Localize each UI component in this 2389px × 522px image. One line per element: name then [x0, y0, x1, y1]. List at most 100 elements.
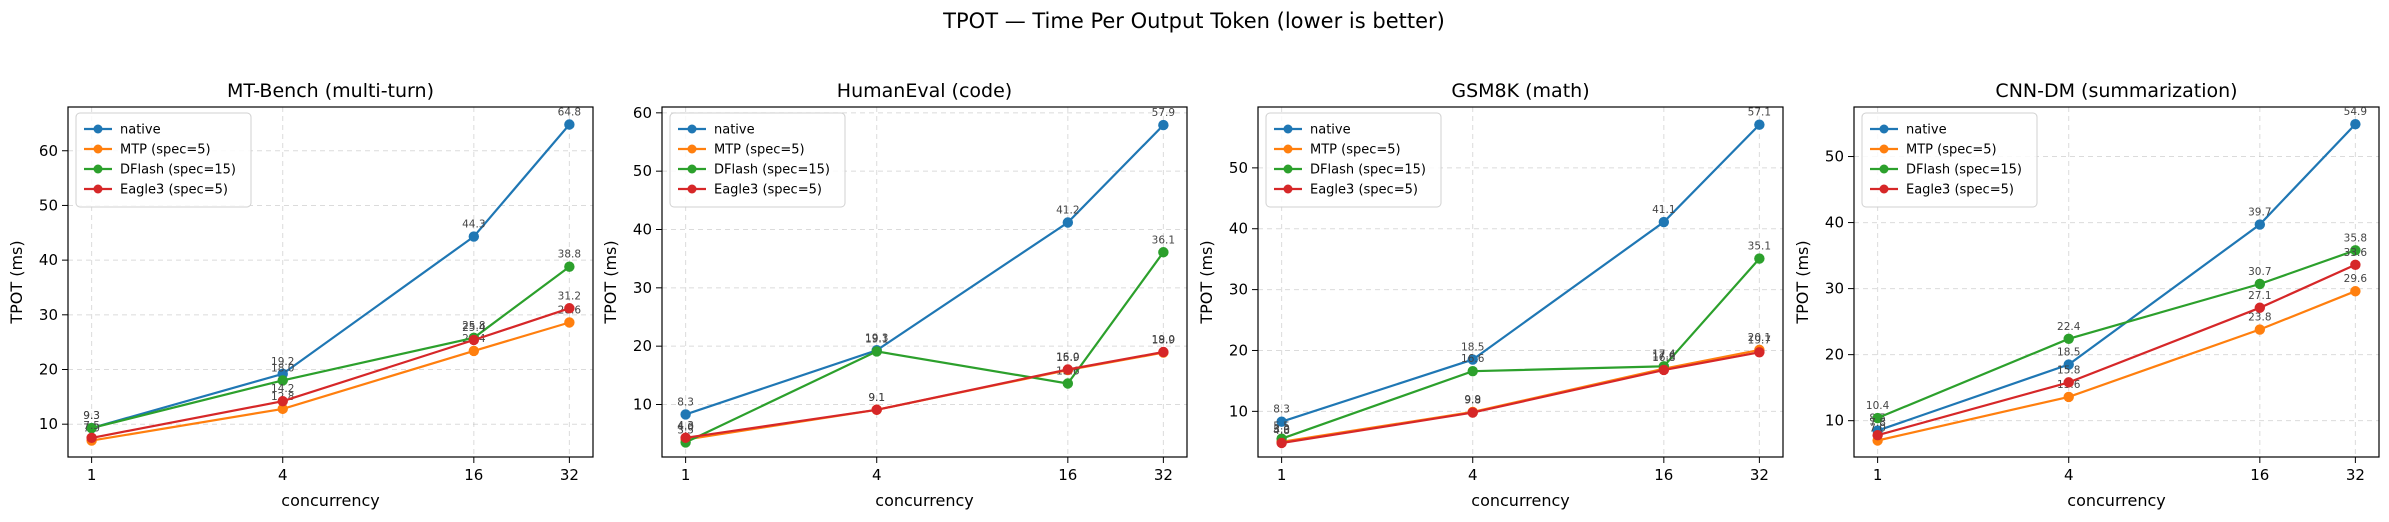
data-point: [86, 422, 97, 434]
x-axis-label: concurrency: [875, 491, 973, 510]
data-point: [468, 334, 480, 346]
data-label: 7.0: [1869, 422, 1886, 434]
legend-swatch-marker: [1879, 124, 1889, 134]
data-point: [2254, 278, 2266, 290]
series-line: [1877, 123, 2357, 432]
series-native: 8.518.539.754.9: [1869, 106, 2367, 436]
series-mtp: 5.09.917.020.1: [1273, 332, 1771, 447]
series-mtp: 7.013.623.829.6: [1869, 273, 2367, 446]
series-line: [685, 350, 1164, 439]
x-axis-label: concurrency: [1471, 491, 1569, 510]
legend: native MTP (spec=5) DFlash (spec=15) Eagle3…: [1265, 112, 1442, 208]
data-label: 54.9: [2344, 106, 2367, 118]
data-label: 33.6: [2344, 247, 2368, 259]
chart-title: GSM8K (math): [1451, 80, 1589, 102]
data-label: 23.8: [2248, 312, 2271, 324]
legend-swatch-marker: [687, 124, 697, 134]
legend-box: [1265, 112, 1442, 208]
series-line: [685, 251, 1165, 444]
data-point: [86, 432, 97, 444]
data-point: [2063, 391, 2074, 403]
plot-frame: [661, 106, 1188, 458]
legend-label: MTP (spec=5): [120, 143, 211, 158]
data-label: 57.1: [1748, 107, 1771, 119]
data-point: [1754, 253, 1765, 264]
series-line: [91, 123, 571, 430]
data-label: 22.4: [2057, 321, 2081, 333]
legend-label: native: [1906, 123, 1947, 138]
legend-swatch-marker: [1879, 184, 1889, 194]
legend-swatch-marker: [93, 124, 103, 134]
data-label: 30.7: [2248, 266, 2271, 278]
y-tick-label: 40: [1229, 220, 1248, 238]
series-line: [1877, 290, 2356, 442]
legend-label: MTP (spec=5): [1906, 143, 1997, 158]
legend: native MTP (spec=5) DFlash (spec=15) Eagle3…: [1861, 112, 2038, 208]
data-label: 3.5: [677, 424, 694, 436]
data-label: 25.4: [462, 322, 486, 334]
legend-swatch-marker: [93, 164, 103, 174]
legend-swatch-marker: [1283, 164, 1293, 174]
series-eagle3: 4.8 9.8 16.8 19.7: [1273, 334, 1771, 449]
data-point: [2350, 245, 2361, 256]
chart-title: MT-Bench (multi-turn): [227, 80, 434, 102]
y-tick-label: 20: [39, 361, 58, 379]
data-label: 18.5: [2057, 347, 2080, 359]
figure-title: TPOT — Time Per Output Token (lower is b…: [942, 9, 1445, 33]
data-point: [2254, 324, 2266, 335]
x-tick-label: 1: [87, 466, 97, 484]
plot-frame: [1257, 106, 1784, 458]
legend-box: [1861, 112, 2038, 208]
data-label: 7.8: [1869, 417, 1886, 429]
data-label: 16.8: [1652, 352, 1675, 364]
y-tick-label: 20: [633, 337, 652, 355]
data-label: 7.5: [83, 420, 100, 432]
x-axis-label: concurrency: [281, 491, 379, 510]
x-tick-label: 1: [1277, 466, 1287, 484]
y-tick-label: 30: [1229, 281, 1248, 299]
chart-panel-4: 1 4 16 32 10 20 30 40 50 CNN-DM (summarization) co…: [1793, 80, 2380, 510]
data-point: [1158, 119, 1169, 131]
data-label: 14.2: [271, 383, 294, 395]
data-point: [1062, 217, 1074, 228]
legend-label: native: [120, 123, 161, 138]
x-tick-label: 4: [278, 466, 288, 484]
legend-swatch-marker: [1283, 144, 1293, 154]
series-eagle3: 7.5 14.2 25.4 31.2: [83, 290, 581, 444]
data-point: [1467, 407, 1478, 418]
y-tick-label: 40: [39, 251, 58, 269]
legend-swatch-marker: [93, 144, 103, 154]
legend-label: Eagle3 (spec=5): [714, 183, 822, 198]
legend-label: MTP (spec=5): [1310, 143, 1401, 158]
y-tick-label: 50: [1229, 159, 1248, 177]
legend-label: DFlash (spec=15): [714, 163, 830, 178]
data-point: [564, 261, 575, 272]
x-tick-label: 4: [2064, 466, 2074, 484]
legend-swatch-marker: [687, 184, 697, 194]
y-axis-label: TPOT (ms): [7, 240, 26, 324]
legend-swatch-marker: [687, 144, 697, 154]
data-label: 9.9: [1464, 394, 1481, 406]
series-line: [685, 124, 1165, 416]
series-dflash: 5.5 16.6 17.4 35.1: [1273, 241, 1771, 444]
data-label: 20.1: [1748, 332, 1771, 344]
data-label: 9.1: [868, 392, 885, 404]
y-tick-label: 60: [633, 104, 652, 122]
legend-label: DFlash (spec=15): [1310, 163, 1426, 178]
y-tick-label: 10: [1229, 402, 1248, 420]
data-point: [2254, 219, 2266, 230]
data-point: [1276, 437, 1287, 449]
y-tick-label: 30: [39, 306, 58, 324]
data-point: [2350, 118, 2361, 130]
y-tick-label: 30: [633, 279, 652, 297]
y-tick-label: 30: [1825, 280, 1844, 298]
data-label: 39.7: [2248, 207, 2271, 219]
data-point: [2063, 377, 2074, 388]
data-label: 41.2: [1056, 205, 1079, 217]
data-point: [468, 231, 480, 242]
data-point: [564, 303, 575, 314]
legend-label: DFlash (spec=15): [1906, 163, 2022, 178]
chart-panel-3: 1 4 16 32 10 20 30 40 50 GSM8K (math) concurrency T…: [1197, 80, 1784, 510]
x-tick-label: 32: [1154, 466, 1173, 484]
data-point: [1467, 354, 1478, 365]
